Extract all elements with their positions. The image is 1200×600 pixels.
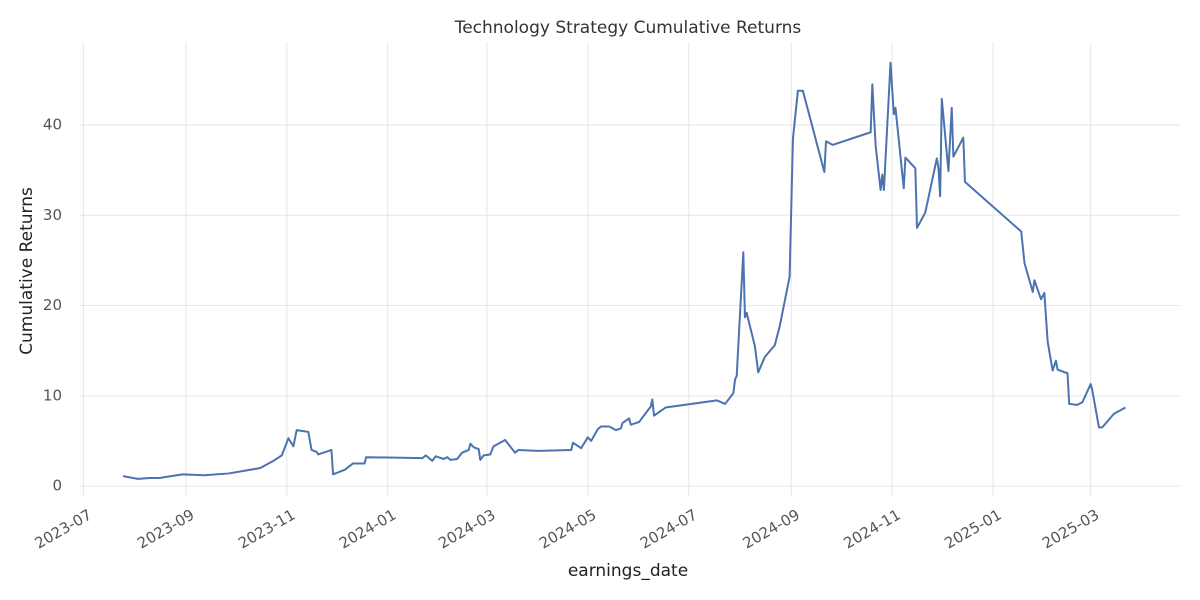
x-tick-label: 2024-09	[740, 506, 803, 553]
x-tick-label: 2023-07	[32, 506, 95, 553]
x-tick-label: 2023-11	[235, 506, 298, 553]
y-axis-label: Cumulative Returns	[17, 187, 37, 355]
y-tick-label: 0	[52, 477, 62, 495]
x-tick-label: 2025-03	[1039, 506, 1102, 553]
x-tick-label: 2023-09	[134, 506, 197, 553]
y-tick-label: 40	[43, 116, 62, 134]
x-tick-label: 2024-07	[637, 506, 700, 553]
x-tick-label: 2024-05	[536, 506, 599, 553]
line	[122, 61, 1126, 480]
x-tick-label: 2025-01	[941, 506, 1004, 553]
x-axis-label: earnings_date	[568, 561, 688, 581]
x-tick-label: 2024-11	[840, 506, 903, 553]
y-tick-label: 20	[43, 296, 62, 314]
y-tick-label: 30	[43, 206, 62, 224]
x-tick-label: 2024-03	[435, 506, 498, 553]
chart-title: Technology Strategy Cumulative Returns	[454, 18, 802, 38]
x-tick-label: 2024-01	[336, 506, 399, 553]
y-tick-label: 10	[43, 386, 62, 404]
